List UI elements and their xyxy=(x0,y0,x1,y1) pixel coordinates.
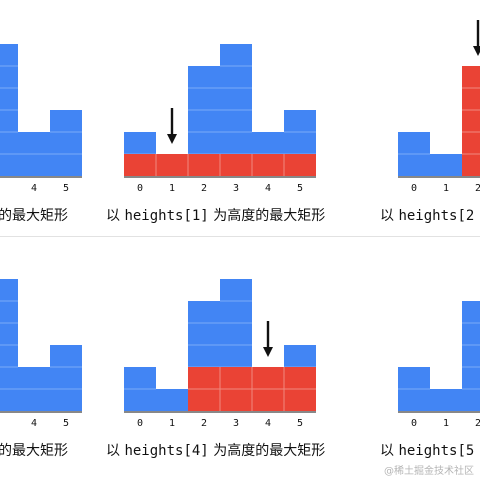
watermark: @稀土掘金技术社区 xyxy=(384,466,474,477)
caption-panel-row2-center: 以 heights[4] 为高度的最大矩形 xyxy=(106,443,326,459)
caption-panel-row1-left: 的最大矩形 xyxy=(0,208,68,224)
p5-bar-1 xyxy=(430,389,462,411)
p1-tick-label-4: 4 xyxy=(265,183,271,194)
p1-tick-label-5: 5 xyxy=(297,183,303,194)
p4-tick-label-0: 0 xyxy=(137,418,143,429)
p0-bar-5 xyxy=(50,110,82,176)
p1-tick-label-2: 2 xyxy=(201,183,207,194)
p5-tick-label-0: 0 xyxy=(411,418,417,429)
p0-tick-label-4: 4 xyxy=(31,183,37,194)
p3-bar-5 xyxy=(50,345,82,411)
p2-tick-label-1: 1 xyxy=(443,183,449,194)
p4-tick-label-2: 2 xyxy=(201,418,207,429)
caption-panel-row2-right: 以 heights[5 xyxy=(380,443,475,459)
p4-tick-label-5: 5 xyxy=(297,418,303,429)
p4-tick-label-3: 3 xyxy=(233,418,239,429)
p4-pointer-arrowhead xyxy=(263,347,273,357)
p2-tick-label-2: 2 xyxy=(475,183,480,194)
row-divider xyxy=(0,236,480,237)
p3-tick-label-5: 5 xyxy=(63,418,69,429)
p2-tick-label-0: 0 xyxy=(411,183,417,194)
caption-panel-row2-left: 的最大矩形 xyxy=(0,443,68,459)
p2-pointer-arrowhead xyxy=(473,46,480,56)
p5-tick-label-1: 1 xyxy=(443,418,449,429)
p1-pointer-arrowhead xyxy=(167,134,177,144)
caption-panel-row1-right: 以 heights[2 xyxy=(380,208,475,224)
p0-tick-label-5: 5 xyxy=(63,183,69,194)
p2-bar-1 xyxy=(430,154,462,176)
p5-bar-2 xyxy=(462,301,480,411)
p2-max-rectangle xyxy=(462,66,480,176)
p1-tick-label-0: 0 xyxy=(137,183,143,194)
p3-tick-label-4: 4 xyxy=(31,418,37,429)
p5-tick-label-2: 2 xyxy=(475,418,480,429)
p1-tick-label-1: 1 xyxy=(169,183,175,194)
p4-tick-label-1: 1 xyxy=(169,418,175,429)
p4-tick-label-4: 4 xyxy=(265,418,271,429)
p1-tick-label-3: 3 xyxy=(233,183,239,194)
p4-bar-1 xyxy=(156,389,188,411)
caption-panel-row1-center: 以 heights[1] 为高度的最大矩形 xyxy=(106,208,326,224)
